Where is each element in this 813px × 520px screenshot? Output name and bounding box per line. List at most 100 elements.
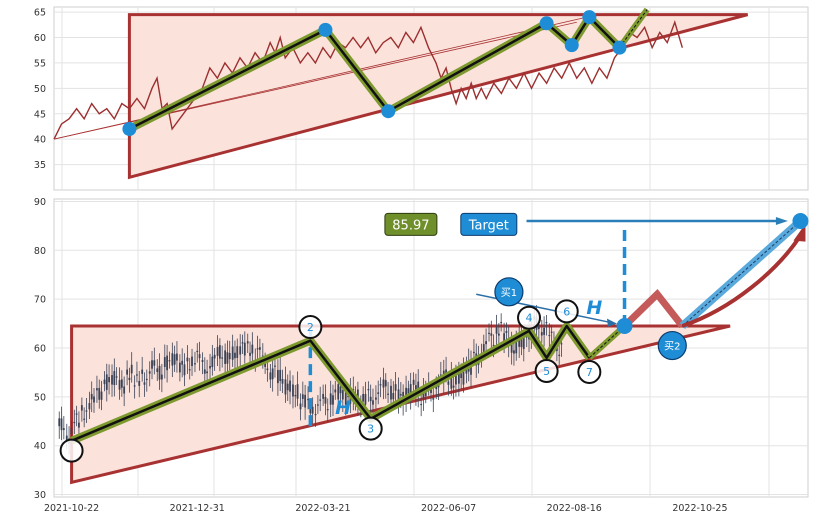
candle-body (213, 354, 216, 359)
candle-body (422, 390, 425, 400)
candle-body (241, 342, 244, 344)
x-tick-label: 2022-03-21 (295, 503, 350, 514)
candle-body (543, 327, 545, 335)
candle-body (412, 379, 415, 385)
candle-body (128, 377, 131, 381)
y-tick-label: 60 (34, 33, 46, 44)
candle-body (83, 418, 86, 420)
candle-body (173, 354, 176, 365)
candle-body (455, 374, 457, 385)
candle-body (103, 379, 106, 385)
candle-body (143, 382, 146, 385)
candle-body (296, 384, 299, 399)
x-tick-label: 2022-08-16 (547, 503, 602, 514)
candle-body (560, 343, 563, 345)
candle-body (439, 374, 442, 376)
candle-body (490, 333, 493, 336)
candle-body (243, 342, 246, 356)
candle-body (62, 428, 65, 430)
candle-body (148, 371, 151, 374)
candle-body (191, 356, 193, 367)
candle-body (236, 346, 239, 358)
candle-body (445, 369, 447, 375)
target-box (460, 212, 518, 236)
candle-body (324, 396, 327, 404)
candle-body (520, 337, 523, 348)
candle-body (537, 324, 540, 330)
candle-body (307, 398, 309, 401)
candle-body (115, 376, 118, 378)
wave-extension-dash (619, 9, 648, 48)
candle-body (176, 353, 178, 361)
y-tick-label: 45 (34, 109, 46, 120)
price-box (384, 212, 438, 236)
candle-body (379, 384, 382, 386)
candle-body (332, 395, 334, 405)
y-tick-label: 60 (34, 344, 46, 355)
wave-point-marker (298, 314, 323, 339)
wave-point-marker (358, 416, 383, 441)
pattern-triangle (127, 13, 749, 180)
candle-body (256, 348, 259, 350)
wave-point-marker (517, 305, 542, 330)
candle-body (407, 388, 410, 394)
candle-body (178, 362, 181, 373)
candle-body (322, 393, 325, 399)
candle-body (78, 422, 80, 428)
candle-body (151, 360, 153, 369)
candle-body (108, 377, 110, 383)
candle-body (70, 428, 73, 435)
candle-body (515, 341, 518, 354)
y-tick-label: 65 (34, 8, 46, 19)
candle-body (90, 393, 93, 400)
y-tick-label: 80 (34, 246, 46, 257)
candle-body (420, 403, 423, 406)
candle-body (309, 409, 312, 414)
candle-body (261, 355, 264, 357)
candle-body (387, 393, 389, 395)
candle-body (473, 351, 475, 354)
candle-body (188, 369, 191, 371)
candle-body (118, 380, 121, 390)
target-node (792, 212, 809, 229)
breakout-curve (681, 234, 803, 328)
x-tick-label: 2021-12-31 (170, 503, 225, 514)
x-tick-label: 2022-06-07 (421, 503, 476, 514)
candle-body (372, 400, 374, 405)
candle-body (111, 375, 113, 385)
candle-body (375, 397, 377, 400)
candle-body (510, 340, 513, 353)
candle-body (292, 384, 294, 397)
y-tick-label: 40 (34, 441, 46, 452)
candle-body (221, 357, 224, 359)
candle-body (344, 390, 347, 405)
candle-body (209, 366, 211, 369)
candle-body (100, 391, 103, 400)
candle-body (492, 344, 495, 347)
wave-point-label: 2 (307, 321, 314, 334)
candle-body (362, 394, 365, 402)
buy-bubble (494, 277, 524, 307)
candle-body (226, 352, 229, 364)
candle-body (145, 378, 148, 381)
candle-body (120, 379, 123, 388)
candle-body (93, 396, 95, 403)
buy-bubble (657, 330, 687, 361)
candle-body (201, 360, 204, 362)
candle-body (58, 418, 61, 427)
candle-body (462, 370, 465, 385)
candle-body (286, 383, 289, 391)
candle-body (186, 357, 189, 362)
candle-body (382, 379, 385, 388)
wave-point-label: 6 (563, 305, 570, 318)
candle-body (503, 333, 505, 345)
candle-body (500, 321, 503, 324)
candle-body (284, 379, 287, 395)
candle-body (277, 370, 279, 384)
candle-body (194, 363, 196, 365)
candle-body (251, 344, 254, 354)
candle-body (558, 354, 561, 356)
candle-body (123, 386, 126, 394)
height-label: H (335, 397, 351, 419)
